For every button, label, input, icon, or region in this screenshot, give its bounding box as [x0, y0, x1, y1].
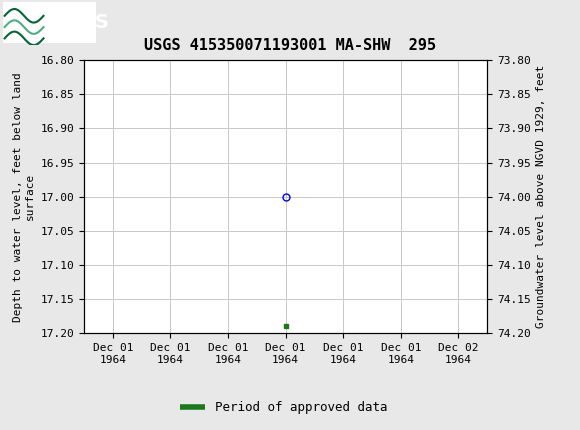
- Y-axis label: Groundwater level above NGVD 1929, feet: Groundwater level above NGVD 1929, feet: [536, 65, 546, 329]
- Legend: Period of approved data: Period of approved data: [175, 396, 393, 419]
- Text: USGS: USGS: [49, 13, 109, 32]
- Text: USGS 415350071193001 MA-SHW  295: USGS 415350071193001 MA-SHW 295: [144, 38, 436, 53]
- Bar: [3, 2, 96, 43]
- Y-axis label: Depth to water level, feet below land
surface: Depth to water level, feet below land su…: [13, 72, 35, 322]
